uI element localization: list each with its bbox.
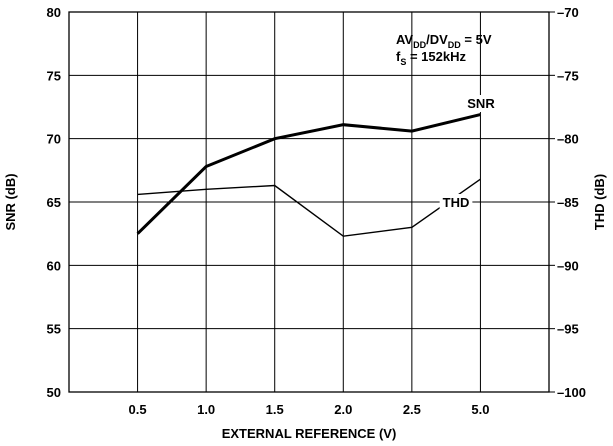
y-tick-label: 65: [47, 195, 61, 210]
y2-tick-label: –85: [557, 195, 579, 210]
supply-voltage-annotation: AVDD/DVDD = 5V: [396, 32, 492, 50]
y2-tick-label: –100: [557, 385, 586, 400]
series-line-snr: [136, 113, 481, 235]
x-tick-label: 2.5: [403, 402, 421, 417]
x-tick-label: 0.5: [129, 402, 147, 417]
series-label-snr-backing: [464, 95, 499, 112]
y-tick-label: 55: [47, 322, 61, 337]
x-tick-label: 1.5: [266, 402, 284, 417]
sample-rate-annotation: fS = 152kHz: [396, 49, 466, 67]
series-label-snr: SNR: [467, 96, 495, 111]
x-axis-ticks: 0.5 1.0 1.5 2.0 2.5 5.0: [129, 402, 490, 417]
y2-tick-label: –95: [557, 322, 579, 337]
left-axis-ticks: 50 55 60 65 70 75 80: [47, 5, 61, 400]
y-tick-label: 50: [47, 385, 61, 400]
x-tick-label: 5.0: [471, 402, 489, 417]
right-axis-ticks: –100 –95 –90 –85 –80 –75 –70: [549, 5, 586, 400]
x-tick-label: 1.0: [197, 402, 215, 417]
series-label-thd: THD: [443, 195, 470, 210]
y2-tick-label: –75: [557, 68, 579, 83]
y2-axis-title: THD (dB): [592, 174, 607, 230]
y-tick-label: 75: [47, 68, 61, 83]
x-axis-title: EXTERNAL REFERENCE (V): [222, 426, 397, 441]
y-tick-label: 60: [47, 258, 61, 273]
y-axis-title: SNR (dB): [3, 173, 18, 230]
grid: [69, 12, 549, 392]
series-line-thd: [137, 178, 481, 237]
series-lines: [136, 113, 481, 237]
series-label-thd-backing: [439, 194, 473, 211]
y2-tick-label: –70: [557, 5, 579, 20]
y-tick-label: 70: [47, 132, 61, 147]
x-tick-label: 2.0: [334, 402, 352, 417]
y-tick-label: 80: [47, 5, 61, 20]
y2-tick-label: –90: [557, 258, 579, 273]
y2-tick-label: –80: [557, 132, 579, 147]
